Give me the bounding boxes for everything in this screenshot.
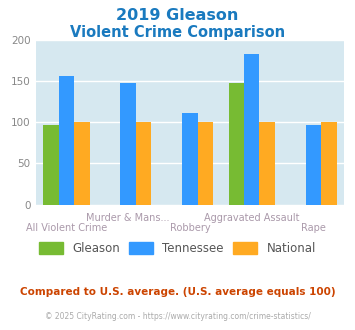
Bar [74,122,89,205]
Bar [182,113,198,205]
Bar [229,83,244,205]
Bar [260,122,275,205]
Text: Aggravated Assault: Aggravated Assault [204,213,300,223]
Bar [306,124,321,205]
Bar [244,53,260,205]
Text: Robbery: Robbery [170,223,210,233]
Text: © 2025 CityRating.com - https://www.cityrating.com/crime-statistics/: © 2025 CityRating.com - https://www.city… [45,312,310,321]
Text: 2019 Gleason: 2019 Gleason [116,8,239,23]
Bar [136,122,151,205]
Text: All Violent Crime: All Violent Crime [26,223,107,233]
Text: Compared to U.S. average. (U.S. average equals 100): Compared to U.S. average. (U.S. average … [20,287,335,297]
Text: Murder & Mans...: Murder & Mans... [86,213,170,223]
Bar [198,122,213,205]
Legend: Gleason, Tennessee, National: Gleason, Tennessee, National [34,237,321,259]
Text: Violent Crime Comparison: Violent Crime Comparison [70,25,285,40]
Bar [43,124,59,205]
Bar [321,122,337,205]
Bar [59,76,74,205]
Text: Rape: Rape [301,223,326,233]
Bar [120,83,136,205]
